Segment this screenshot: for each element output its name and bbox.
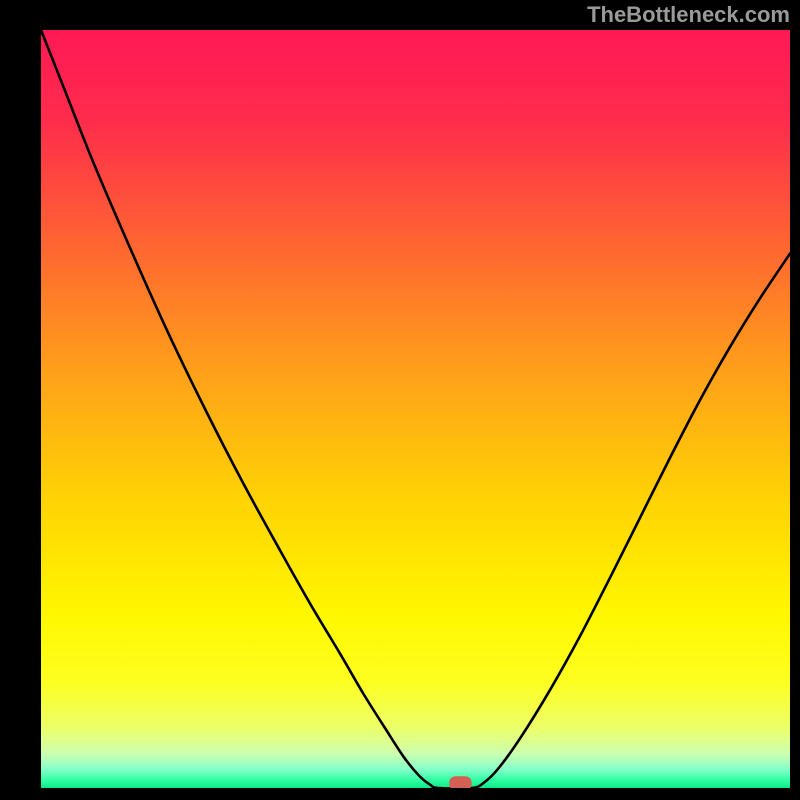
watermark-text: TheBottleneck.com: [587, 2, 790, 28]
bottleneck-curve: [41, 30, 790, 788]
chart-plot-area: [41, 30, 790, 788]
bottleneck-marker: [449, 776, 471, 788]
chart-svg-layer: [41, 30, 790, 788]
